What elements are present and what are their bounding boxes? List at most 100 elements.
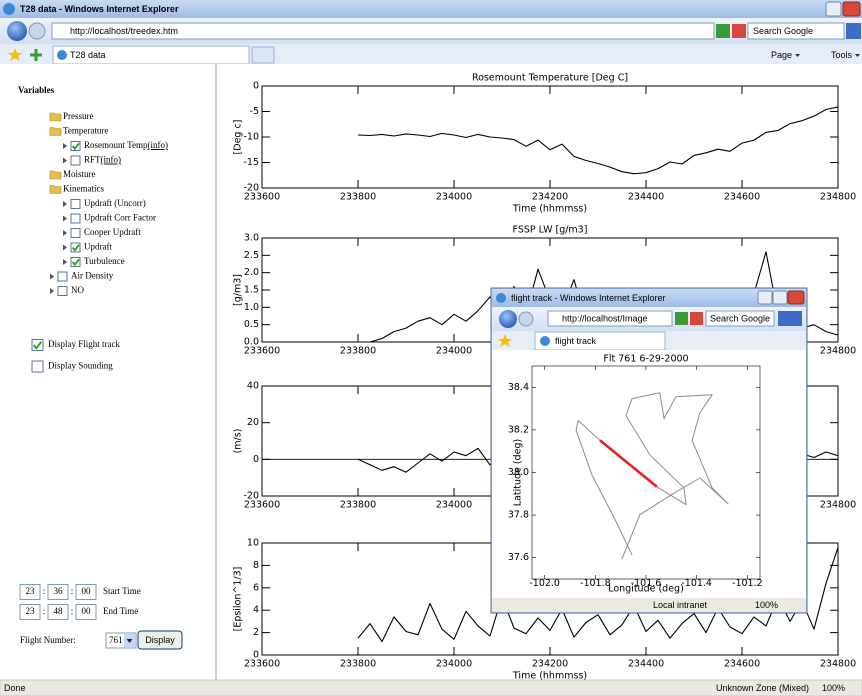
search-text[interactable]: Search Google xyxy=(753,26,813,36)
folder-icon xyxy=(50,113,61,121)
y-tick-label: 2 xyxy=(253,627,259,638)
folder-label: Temperature xyxy=(63,126,108,136)
x-tick-label: 234800 xyxy=(820,346,856,357)
info-link[interactable]: (info) xyxy=(147,140,168,150)
popup-minimize[interactable] xyxy=(758,291,772,304)
x-tick-label: 233600 xyxy=(244,500,280,511)
ie-icon xyxy=(3,3,15,15)
forward-button[interactable] xyxy=(29,23,45,39)
zone-text: Unknown Zone (Mixed) xyxy=(716,683,809,693)
variable-checkbox[interactable] xyxy=(71,200,80,209)
y-tick-label: 20 xyxy=(247,417,259,428)
variable-checkbox[interactable] xyxy=(58,272,67,281)
x-tick-label: -101.2 xyxy=(732,578,763,589)
y-tick-label: 1.0 xyxy=(244,302,259,313)
folder-label: Kinematics xyxy=(63,184,104,194)
option-label: Display Sounding xyxy=(48,361,113,371)
popup-search[interactable]: Search Google xyxy=(710,313,770,323)
x-axis-label: Longitude (deg) xyxy=(608,583,684,594)
y-axis-label: [g/m3] xyxy=(233,274,244,306)
folder-label: Pressure xyxy=(63,111,94,121)
close-button[interactable] xyxy=(843,2,860,16)
variable-checkbox[interactable] xyxy=(71,229,80,238)
folder-icon xyxy=(50,186,61,194)
menu[interactable]: Tools xyxy=(831,50,853,60)
popup-refresh[interactable] xyxy=(675,312,688,325)
variable-checkbox[interactable] xyxy=(71,156,80,165)
y-tick-label: 6 xyxy=(253,582,259,593)
time-separator: : xyxy=(71,606,74,616)
time-value: 36 xyxy=(54,586,64,596)
y-tick-label: -10 xyxy=(243,132,259,143)
y-axis-label: Latitude (deg) xyxy=(513,439,524,506)
zoom-text[interactable]: 100% xyxy=(822,683,845,693)
popup-back[interactable] xyxy=(499,310,517,328)
popup-maximize[interactable] xyxy=(773,291,787,304)
y-axis-label: (m/s) xyxy=(233,429,244,454)
popup-address[interactable]: http://localhost/Image xyxy=(562,313,648,323)
x-tick-label: 234200 xyxy=(532,659,568,670)
x-tick-label: 234800 xyxy=(820,192,856,203)
popup-status: Local intranet xyxy=(653,600,708,610)
y-tick-label: -5 xyxy=(250,106,259,117)
x-tick-label: 234400 xyxy=(628,659,664,670)
back-button[interactable] xyxy=(7,21,27,41)
address-text[interactable]: http://localhost/treedex.htm xyxy=(70,26,178,36)
popup-stop[interactable] xyxy=(690,312,703,325)
y-axis-label: [Deg c] xyxy=(233,120,244,155)
y-tick-label: -15 xyxy=(243,157,259,168)
time-value: 48 xyxy=(54,606,64,616)
folder-icon xyxy=(50,128,61,136)
y-tick-label: 2.0 xyxy=(244,267,259,278)
info-link[interactable]: (info) xyxy=(101,155,122,165)
stop-button[interactable] xyxy=(732,24,746,38)
popup-tab-text[interactable]: flight track xyxy=(555,336,597,346)
y-tick-label: 38.2 xyxy=(508,424,529,435)
sidebar-heading: Variables xyxy=(18,85,55,95)
y-tick-label: 40 xyxy=(247,381,259,392)
search-button[interactable] xyxy=(846,23,861,39)
popup-search-button[interactable] xyxy=(778,311,802,326)
x-axis-label: Time (hhmmss) xyxy=(512,670,587,681)
restore-button[interactable] xyxy=(826,2,841,16)
display-button-label: Display xyxy=(145,635,175,645)
new-tab[interactable] xyxy=(252,47,274,63)
variable-checkbox[interactable] xyxy=(58,287,67,296)
x-tick-label: 234000 xyxy=(436,346,472,357)
x-tick-label: -102.0 xyxy=(529,578,560,589)
y-tick-label: 0.5 xyxy=(244,319,259,330)
tab-text[interactable]: T28 data xyxy=(70,50,106,60)
x-tick-label: 233800 xyxy=(340,659,376,670)
x-tick-label: 233800 xyxy=(340,500,376,511)
x-tick-label: 233600 xyxy=(244,346,280,357)
time-separator: : xyxy=(43,586,46,596)
variable-checkbox[interactable] xyxy=(71,214,80,223)
y-tick-label: 4 xyxy=(253,605,259,616)
variable-label: Updraft Corr Factor xyxy=(84,213,156,223)
menu[interactable]: Page xyxy=(771,50,792,60)
x-tick-label: 233800 xyxy=(340,192,376,203)
option-label: Display Flight track xyxy=(48,339,120,349)
y-tick-label: 0 xyxy=(253,81,259,92)
popup-close[interactable] xyxy=(788,291,804,304)
flight-value: 761 xyxy=(109,635,123,645)
y-tick-label: 1.5 xyxy=(244,285,259,296)
x-tick-label: 234400 xyxy=(628,192,664,203)
time-label: End Time xyxy=(103,606,138,616)
popup-forward[interactable] xyxy=(519,312,533,326)
time-separator: : xyxy=(71,586,74,596)
time-value: 23 xyxy=(26,586,36,596)
popup-zoom[interactable]: 100% xyxy=(755,600,778,610)
window-title: T28 data - Windows Internet Explorer xyxy=(20,4,179,14)
x-tick-label: 234000 xyxy=(436,192,472,203)
folder-icon xyxy=(50,171,61,179)
option-checkbox[interactable] xyxy=(32,361,43,372)
refresh-button[interactable] xyxy=(716,24,730,38)
y-tick-label: 38.4 xyxy=(508,382,529,393)
x-tick-label: 234800 xyxy=(820,659,856,670)
variable-label: Updraft (Uncorr) xyxy=(84,198,146,208)
x-tick-label: 234200 xyxy=(532,192,568,203)
time-value: 00 xyxy=(82,606,92,616)
x-tick-label: 233600 xyxy=(244,659,280,670)
x-tick-label: 233600 xyxy=(244,192,280,203)
